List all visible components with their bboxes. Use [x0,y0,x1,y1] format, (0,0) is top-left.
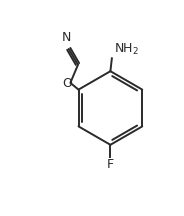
Text: F: F [107,158,114,171]
Text: O: O [62,77,72,90]
Text: N: N [61,31,71,44]
Text: NH$_2$: NH$_2$ [114,42,139,57]
